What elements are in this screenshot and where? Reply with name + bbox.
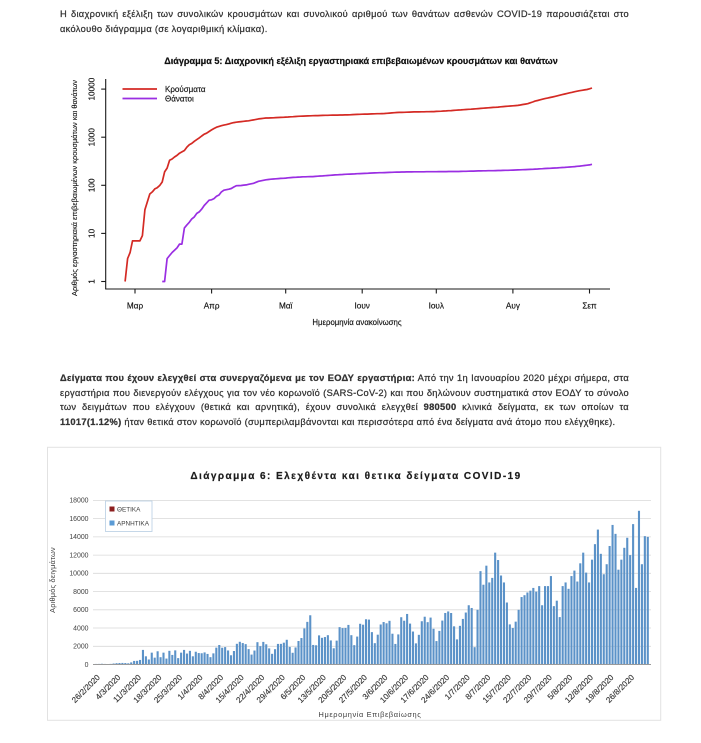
svg-text:10000: 10000 [88, 77, 97, 100]
svg-text:Μαρ: Μαρ [127, 302, 144, 311]
svg-text:Ιουλ: Ιουλ [429, 302, 445, 311]
svg-text:Μαϊ: Μαϊ [279, 302, 294, 311]
svg-text:0: 0 [85, 662, 89, 669]
svg-text:Αυγ: Αυγ [506, 302, 521, 311]
svg-text:Ημερομηνία Επιβεβαίωσης: Ημερομηνία Επιβεβαίωσης [319, 710, 422, 719]
svg-text:ΑΡΝΗΤΙΚΑ: ΑΡΝΗΤΙΚΑ [117, 521, 150, 528]
svg-text:Αριθμός εργαστηριακά επιβεβαιω: Αριθμός εργαστηριακά επιβεβαιωμένων κρου… [70, 80, 79, 296]
svg-text:12000: 12000 [69, 552, 88, 559]
svg-text:Αριθμός δειγμάτων: Αριθμός δειγμάτων [48, 547, 57, 613]
svg-text:8000: 8000 [73, 589, 88, 596]
svg-text:ΘΕΤΙΚΑ: ΘΕΤΙΚΑ [117, 507, 141, 514]
svg-text:6000: 6000 [73, 607, 88, 614]
svg-text:2000: 2000 [73, 644, 88, 651]
svg-text:Ιουν: Ιουν [354, 302, 369, 311]
svg-text:Θάνατοι: Θάνατοι [165, 95, 194, 104]
svg-text:Κρούσματα: Κρούσματα [165, 85, 206, 94]
svg-text:16000: 16000 [69, 516, 88, 523]
svg-text:1000: 1000 [88, 128, 97, 147]
svg-text:Διάγραμμα 6: Ελεχθέντα και θετ: Διάγραμμα 6: Ελεχθέντα και θετικα δείγμα… [190, 471, 521, 482]
svg-text:Απρ: Απρ [204, 302, 220, 311]
svg-text:Ημερομηνία ανακοίνωσης: Ημερομηνία ανακοίνωσης [312, 318, 401, 327]
svg-text:18000: 18000 [69, 498, 88, 505]
svg-text:4000: 4000 [73, 625, 88, 632]
svg-text:Σεπ: Σεπ [582, 302, 597, 311]
svg-text:14000: 14000 [69, 534, 88, 541]
svg-text:100: 100 [88, 178, 97, 192]
svg-text:1: 1 [88, 279, 97, 284]
svg-text:10: 10 [88, 228, 97, 238]
svg-text:Διάγραμμα 5: Διαχρονική εξέλιξ: Διάγραμμα 5: Διαχρονική εξέλιξη εργαστηρ… [164, 56, 558, 66]
svg-text:10000: 10000 [69, 571, 88, 578]
